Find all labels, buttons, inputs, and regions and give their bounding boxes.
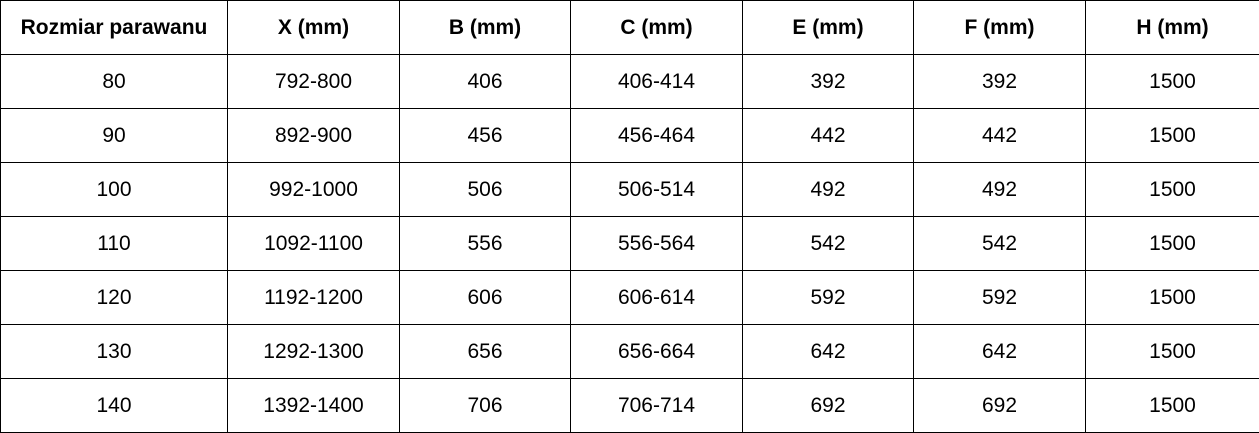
table-cell: 592: [913, 270, 1086, 325]
header-cell: C (mm): [570, 0, 743, 55]
table-cell: 1500: [1085, 54, 1259, 109]
table-row: 130 1292-1300 656 656-664 642 642 1500: [0, 324, 1259, 379]
table-cell: 392: [913, 54, 1086, 109]
table-cell: 556: [399, 216, 571, 271]
header-cell: Rozmiar parawanu: [0, 0, 228, 55]
table-row: 100 992-1000 506 506-514 492 492 1500: [0, 162, 1259, 217]
table-cell: 892-900: [227, 108, 400, 163]
table-cell: 1092-1100: [227, 216, 400, 271]
table-cell: 442: [913, 108, 1086, 163]
table-cell: 1500: [1085, 378, 1259, 433]
table-row: 90 892-900 456 456-464 442 442 1500: [0, 108, 1259, 163]
table-cell: 506-514: [570, 162, 743, 217]
table-cell: 1192-1200: [227, 270, 400, 325]
header-cell: B (mm): [399, 0, 571, 55]
table-cell: 456: [399, 108, 571, 163]
table-cell: 506: [399, 162, 571, 217]
table-cell: 456-464: [570, 108, 743, 163]
table-cell: 642: [742, 324, 914, 379]
header-cell: E (mm): [742, 0, 914, 55]
table-cell: 1500: [1085, 324, 1259, 379]
table-cell: 606-614: [570, 270, 743, 325]
table-cell: 642: [913, 324, 1086, 379]
table-cell: 592: [742, 270, 914, 325]
table-cell: 542: [913, 216, 1086, 271]
table-cell: 406: [399, 54, 571, 109]
table-cell: 692: [742, 378, 914, 433]
table-row: 140 1392-1400 706 706-714 692 692 1500: [0, 378, 1259, 433]
table-cell: 110: [0, 216, 228, 271]
table-cell: 692: [913, 378, 1086, 433]
table-cell: 140: [0, 378, 228, 433]
table-cell: 706: [399, 378, 571, 433]
table-cell: 706-714: [570, 378, 743, 433]
table-cell: 542: [742, 216, 914, 271]
table-cell: 406-414: [570, 54, 743, 109]
table-cell: 100: [0, 162, 228, 217]
table-cell: 992-1000: [227, 162, 400, 217]
table-cell: 556-564: [570, 216, 743, 271]
table-cell: 392: [742, 54, 914, 109]
table-cell: 792-800: [227, 54, 400, 109]
table-cell: 1500: [1085, 162, 1259, 217]
table-cell: 1500: [1085, 108, 1259, 163]
table-cell: 606: [399, 270, 571, 325]
header-cell: X (mm): [227, 0, 400, 55]
table-row: 80 792-800 406 406-414 392 392 1500: [0, 54, 1259, 109]
table-cell: 1500: [1085, 270, 1259, 325]
table-cell: 1392-1400: [227, 378, 400, 433]
header-row: Rozmiar parawanu X (mm) B (mm) C (mm) E …: [0, 0, 1259, 55]
table-cell: 492: [913, 162, 1086, 217]
table-row: 120 1192-1200 606 606-614 592 592 1500: [0, 270, 1259, 325]
header-cell: H (mm): [1085, 0, 1259, 55]
table-cell: 1500: [1085, 216, 1259, 271]
table-cell: 90: [0, 108, 228, 163]
table-cell: 120: [0, 270, 228, 325]
header-cell: F (mm): [913, 0, 1086, 55]
table-row: 110 1092-1100 556 556-564 542 542 1500: [0, 216, 1259, 271]
table-cell: 442: [742, 108, 914, 163]
table-cell: 656-664: [570, 324, 743, 379]
table-cell: 492: [742, 162, 914, 217]
table-cell: 656: [399, 324, 571, 379]
table-cell: 80: [0, 54, 228, 109]
table-cell: 130: [0, 324, 228, 379]
table-cell: 1292-1300: [227, 324, 400, 379]
